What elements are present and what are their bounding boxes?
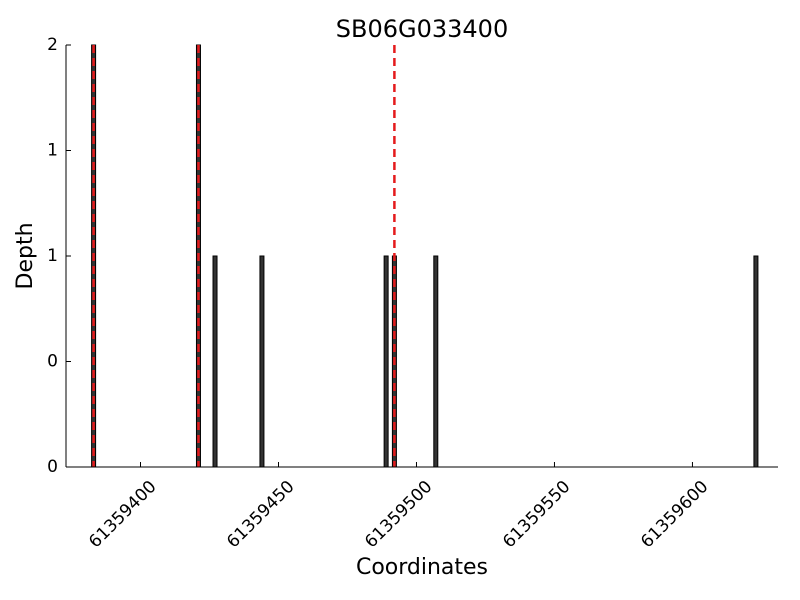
bar xyxy=(212,255,218,468)
chart-title: SB06G033400 xyxy=(336,15,508,43)
bar xyxy=(753,255,759,468)
bar xyxy=(259,255,265,468)
y-tick-label: 0 xyxy=(47,457,58,477)
bar xyxy=(383,255,389,468)
y-tick-label: 1 xyxy=(47,246,58,266)
x-tick-label: 61359500 xyxy=(361,477,436,552)
y-axis-label: Depth xyxy=(13,222,38,289)
bar xyxy=(433,255,439,468)
x-tick-label: 61359600 xyxy=(637,477,712,552)
x-axis-label: Coordinates xyxy=(356,555,488,580)
y-tick-label: 2 xyxy=(47,35,58,55)
y-tick-label: 1 xyxy=(47,141,58,161)
x-tick-label: 61359550 xyxy=(499,477,574,552)
x-tick-label: 61359450 xyxy=(223,477,298,552)
y-tick-label: 0 xyxy=(47,352,58,372)
x-tick-label: 61359400 xyxy=(85,477,160,552)
